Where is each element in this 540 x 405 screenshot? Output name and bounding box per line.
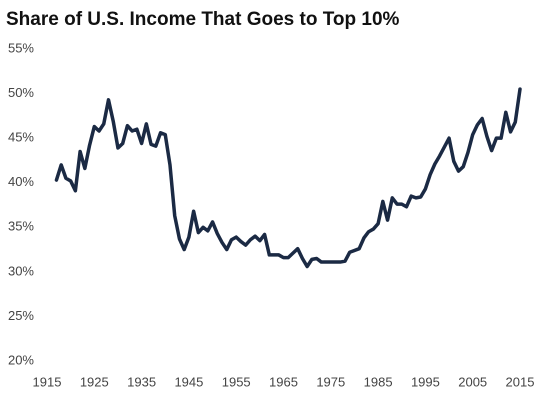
x-tick-label: 1925 (80, 374, 109, 389)
x-tick-label: 1985 (364, 374, 393, 389)
x-tick-label: 1935 (127, 374, 156, 389)
y-tick-label: 25% (8, 308, 34, 323)
x-tick-label: 2015 (506, 374, 535, 389)
y-tick-label: 50% (8, 85, 34, 100)
x-tick-label: 1995 (411, 374, 440, 389)
x-tick-label: 1915 (33, 374, 62, 389)
x-tick-label: 1945 (174, 374, 203, 389)
data-line (54, 87, 522, 269)
y-tick-label: 35% (8, 219, 34, 234)
x-tick-label: 2005 (458, 374, 487, 389)
y-tick-label: 45% (8, 130, 34, 145)
y-tick-label: 30% (8, 263, 34, 278)
y-tick-label: 20% (8, 352, 34, 367)
chart-title: Share of U.S. Income That Goes to Top 10… (6, 9, 400, 30)
y-tick-label: 40% (8, 174, 34, 189)
x-tick-label: 1955 (222, 374, 251, 389)
x-tick-label: 1965 (269, 374, 298, 389)
y-tick-label: 55% (8, 40, 34, 55)
x-tick-label: 1975 (316, 374, 345, 389)
